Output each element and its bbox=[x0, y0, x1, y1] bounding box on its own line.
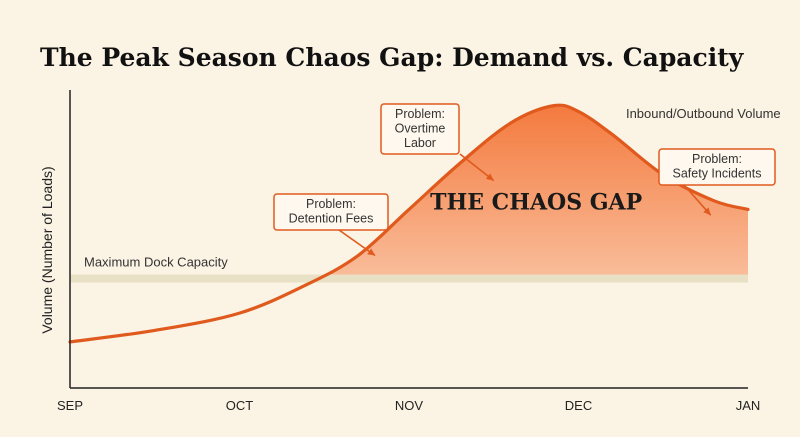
callout-arrow bbox=[338, 229, 376, 257]
chart-title: The Peak Season Chaos Gap: Demand vs. Ca… bbox=[40, 43, 745, 72]
x-tick-label: OCT bbox=[226, 398, 254, 413]
x-tick-label: DEC bbox=[565, 398, 592, 413]
callout-text: Labor bbox=[404, 136, 436, 150]
callout-text: Overtime bbox=[395, 122, 446, 136]
callout-box bbox=[658, 148, 776, 186]
x-tick-label: NOV bbox=[395, 398, 424, 413]
y-axis-label: Volume (Number of Loads) bbox=[39, 166, 55, 333]
callout-arrowhead bbox=[367, 248, 376, 256]
x-tick-label: SEP bbox=[57, 398, 83, 413]
chaos-gap-label: THE CHAOS GAP bbox=[430, 189, 642, 215]
callout-box bbox=[380, 103, 460, 155]
series-label: Inbound/Outbound Volume bbox=[626, 106, 781, 121]
capacity-label: Maximum Dock Capacity bbox=[84, 255, 228, 270]
volume-line bbox=[68, 103, 750, 344]
callout-text: Detention Fees bbox=[289, 212, 374, 226]
callout-text: Problem: bbox=[306, 197, 356, 211]
callout-box bbox=[273, 193, 389, 231]
callout-text: Safety Incidents bbox=[673, 167, 762, 181]
callout-text: Problem: bbox=[692, 152, 742, 166]
chaos-gap-area bbox=[319, 105, 748, 279]
x-tick-label: JAN bbox=[736, 398, 761, 413]
callout-arrowhead bbox=[485, 173, 494, 181]
capacity-band bbox=[70, 274, 748, 283]
callout-arrowhead bbox=[703, 207, 711, 216]
callout-text: Problem: bbox=[395, 107, 445, 121]
